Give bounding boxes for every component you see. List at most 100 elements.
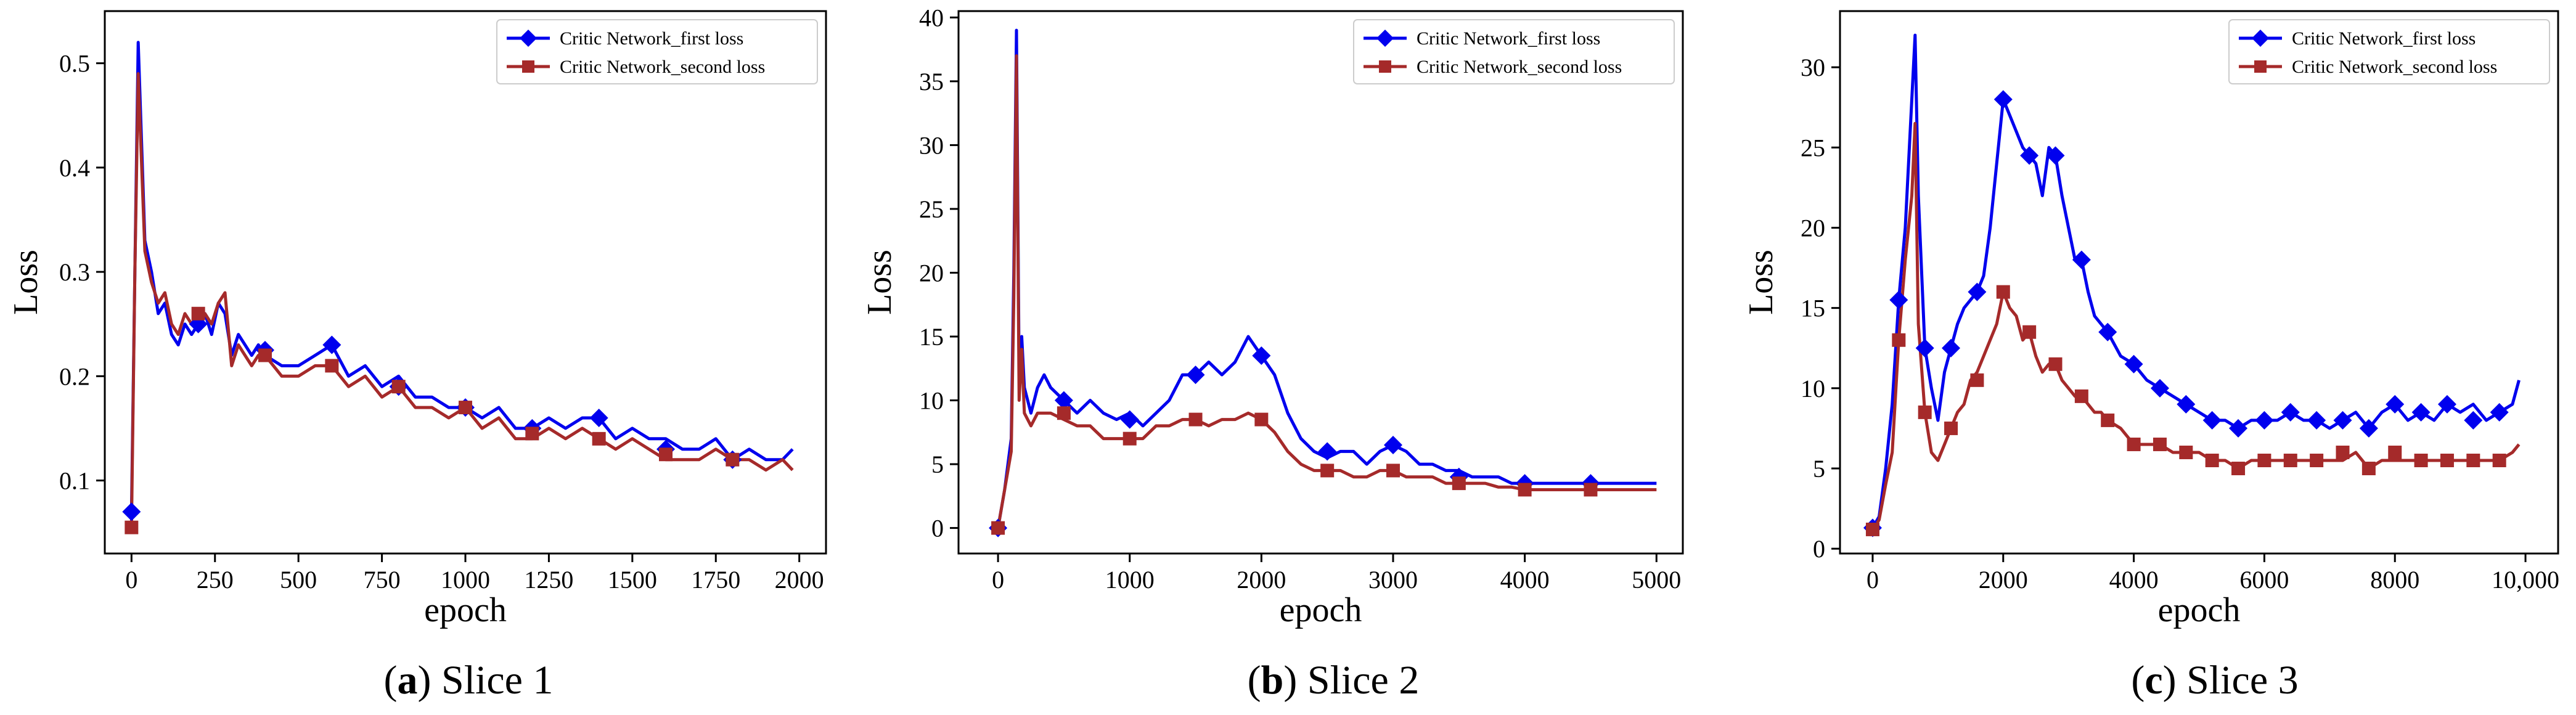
marker-first-loss (2202, 411, 2222, 430)
marker-first-loss (2020, 146, 2039, 165)
marker-first-loss (2098, 322, 2117, 341)
y-axis-label: Loss (1742, 250, 1780, 315)
marker-second-loss (525, 427, 539, 441)
plot-frame (1839, 10, 2559, 555)
y-tick-label: 15 (1801, 295, 1825, 322)
marker-second-loss (2414, 453, 2428, 467)
marker-second-loss (1254, 412, 1269, 427)
legend: Critic Network_first loss Critic Network_… (1353, 19, 1675, 84)
marker-second-loss (459, 401, 472, 415)
y-tick-label: 0.1 (59, 467, 90, 495)
x-tick-label: 1500 (608, 566, 657, 594)
legend-entry-label: Critic Network_second loss (1417, 57, 1622, 77)
chart-slice-3: (c) Slice 3 0 2000 4000 6000 8000 10,000 0 5 10 1… (1742, 10, 2559, 703)
marker-second-loss (2127, 437, 2141, 451)
marker-first-loss (1889, 290, 1908, 309)
marker-first-loss (2177, 394, 2196, 414)
marker-second-loss (2257, 453, 2271, 467)
legend: Critic Network_first loss Critic Network_… (2228, 19, 2550, 84)
y-axis-label: Loss (861, 250, 899, 315)
x-axis-label: epoch (1280, 591, 1362, 629)
x-tick-label: 6000 (2239, 566, 2289, 594)
marker-first-loss (1252, 346, 1271, 366)
x-tick-label: 250 (197, 566, 234, 594)
legend-marker-diamond (2252, 30, 2269, 47)
marker-first-loss (1942, 338, 1961, 358)
y-tick-label: 25 (1801, 134, 1825, 161)
marker-first-loss (1054, 391, 1073, 410)
x-tick-label: 4000 (2109, 566, 2159, 594)
marker-second-loss (2022, 325, 2037, 339)
marker-second-loss (1865, 522, 1879, 536)
legend-box (2228, 19, 2550, 84)
caption-slice-3: (c) Slice 3 (2131, 658, 2298, 703)
marker-second-loss (125, 520, 139, 534)
marker-second-loss (2101, 413, 2115, 427)
y-tick-label: 15 (919, 323, 944, 351)
marker-first-loss (2307, 411, 2326, 430)
legend-entry-label: Critic Network_first loss (2292, 28, 2476, 49)
y-tick-label: 20 (1801, 214, 1825, 242)
marker-first-loss (2255, 411, 2274, 430)
y-tick-label: 10 (919, 387, 944, 415)
marker-first-loss (1993, 90, 2013, 109)
marker-second-loss (1944, 421, 1958, 435)
x-tick-label: 1000 (1105, 566, 1155, 594)
x-axis-label: epoch (2158, 591, 2241, 629)
marker-first-loss (322, 335, 341, 354)
y-tick-label: 10 (1801, 375, 1825, 402)
marker-first-loss (2386, 394, 2405, 414)
legend-entry-label: Critic Network_first loss (560, 28, 743, 49)
marker-first-loss (1384, 436, 1402, 454)
marker-second-loss (2074, 389, 2088, 403)
marker-first-loss (2333, 411, 2352, 430)
x-tick-label: 2000 (775, 566, 824, 594)
x-tick-label: 1750 (691, 566, 740, 594)
marker-second-loss (1584, 483, 1598, 497)
marker-second-loss (1057, 406, 1071, 420)
y-tick-label: 0 (931, 515, 944, 542)
x-tick-label: 5000 (1632, 566, 1681, 594)
marker-first-loss (2229, 419, 2248, 438)
caption-slice-2: (b) Slice 2 (1248, 658, 1420, 703)
marker-first-loss (122, 502, 141, 521)
legend-entry-label: Critic Network_second loss (2292, 57, 2497, 77)
marker-second-loss (1892, 333, 1906, 347)
legend-box (1353, 19, 1675, 84)
x-tick-label: 0 (1867, 566, 1879, 594)
marker-first-loss (2464, 411, 2483, 430)
marker-second-loss (2466, 453, 2480, 467)
marker-first-loss (2490, 402, 2509, 422)
marker-second-loss (2440, 453, 2454, 467)
legend-marker-diamond (1376, 30, 1394, 47)
y-tick-label: 0 (1813, 535, 1825, 563)
x-tick-label: 1000 (441, 566, 490, 594)
marker-second-loss (2179, 445, 2193, 459)
marker-second-loss (2231, 462, 2246, 476)
marker-first-loss (1186, 366, 1205, 385)
legend-marker-square (1379, 60, 1391, 73)
marker-first-loss (1120, 410, 1139, 429)
y-tick-label: 30 (1801, 54, 1825, 81)
marker-second-loss (1970, 373, 1984, 387)
marker-second-loss (2388, 445, 2402, 459)
y-tick-label: 40 (919, 4, 944, 31)
marker-first-loss (1915, 338, 1934, 358)
marker-second-loss (258, 348, 272, 362)
y-tick-label: 20 (919, 259, 944, 287)
series-line-1 (1871, 33, 2521, 529)
x-tick-label: 750 (364, 566, 401, 594)
x-tick-label: 0 (992, 566, 1004, 594)
marker-second-loss (1518, 483, 1532, 497)
marker-second-loss (659, 447, 673, 462)
plot-frame (957, 10, 1684, 555)
marker-second-loss (1452, 476, 1466, 491)
marker-second-loss (2283, 453, 2297, 467)
marker-second-loss (726, 452, 740, 467)
marker-second-loss (2205, 453, 2219, 467)
legend: Critic Network_first loss Critic Network_… (496, 19, 818, 84)
marker-second-loss (2361, 462, 2376, 476)
legend-marker-diamond (520, 30, 537, 47)
marker-second-loss (592, 431, 606, 446)
